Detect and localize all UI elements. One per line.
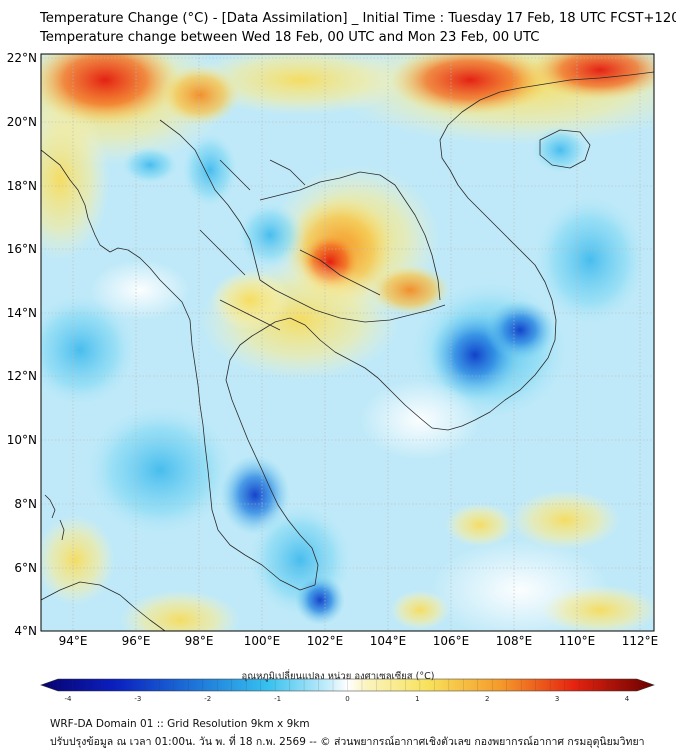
lon-label: 104°E — [370, 634, 407, 648]
footer-model-info: WRF-DA Domain 01 :: Grid Resolution 9km … — [50, 718, 310, 730]
colorbar-tick-label: 1 — [415, 695, 419, 703]
colorbar-tick-label: -3 — [134, 695, 141, 703]
lon-label: 108°E — [496, 634, 533, 648]
temperature-field — [41, 54, 654, 631]
lat-label: 14°N — [7, 306, 37, 320]
map-title-line1: Temperature Change (°C) - [Data Assimila… — [40, 11, 676, 26]
lat-label: 22°N — [7, 51, 37, 65]
lon-label: 110°E — [559, 634, 596, 648]
colorbar-tick-label: -1 — [274, 695, 281, 703]
longitude-axis: 94°E 96°E 98°E 100°E 102°E 104°E 106°E 1… — [59, 634, 659, 648]
colorbar-tick-label: 2 — [485, 695, 489, 703]
graticule — [41, 54, 654, 631]
lon-label: 102°E — [307, 634, 344, 648]
footer-update-info: ปรับปรุงข้อมูล ณ เวลา 01:00น. วัน พ. ที่… — [50, 736, 645, 748]
colorbar-tick-label: 4 — [625, 695, 630, 703]
colorbar-label: อุณหภูมิเปลี่ยนแปลง หน่วย องศาเซลเซียส (… — [241, 671, 435, 682]
lat-label: 18°N — [7, 179, 37, 193]
lat-label: 8°N — [14, 497, 37, 511]
lon-label: 94°E — [59, 634, 88, 648]
colorbar-bar — [40, 678, 655, 692]
lon-label: 98°E — [185, 634, 214, 648]
colorbar-tick-label: 0 — [345, 695, 349, 703]
latitude-axis: 22°N 20°N 18°N 16°N 14°N 12°N 10°N 8°N 6… — [7, 51, 37, 638]
lon-label: 100°E — [244, 634, 281, 648]
map-frame — [40, 53, 655, 632]
lat-label: 20°N — [7, 115, 37, 129]
lon-label: 106°E — [433, 634, 470, 648]
lon-label: 112°E — [622, 634, 659, 648]
lat-label: 4°N — [14, 624, 37, 638]
lat-label: 10°N — [7, 433, 37, 447]
colorbar-tick-label: -2 — [204, 695, 211, 703]
map-title-line2: Temperature change between Wed 18 Feb, 0… — [40, 30, 540, 45]
coastlines-and-borders — [41, 71, 654, 631]
colorbar-tick-label: 3 — [555, 695, 559, 703]
lat-label: 12°N — [7, 369, 37, 383]
colorbar-tick-label: -4 — [65, 695, 73, 703]
lat-label: 6°N — [14, 561, 37, 575]
lon-label: 96°E — [122, 634, 151, 648]
lat-label: 16°N — [7, 242, 37, 256]
colorbar: -4 -3 -2 -1 0 1 2 3 4 — [40, 678, 655, 703]
